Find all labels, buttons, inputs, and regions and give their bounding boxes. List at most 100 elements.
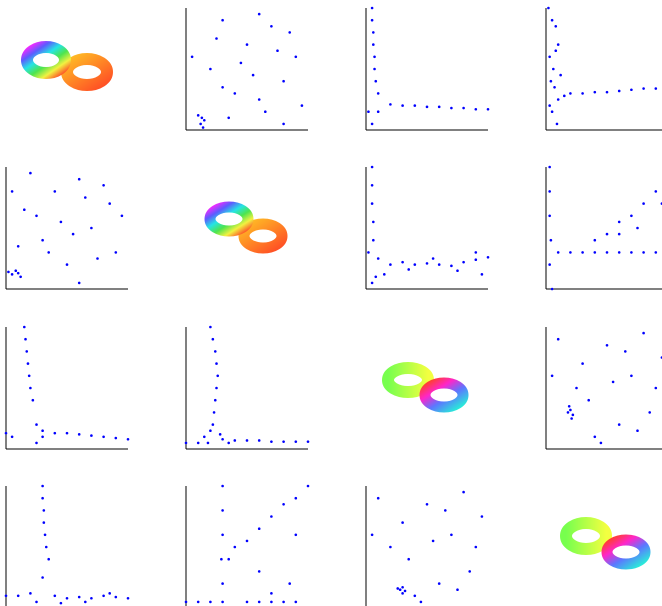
point (29, 592, 32, 595)
point (215, 362, 218, 365)
point (377, 497, 380, 500)
point (246, 439, 249, 442)
point (234, 439, 237, 442)
point (373, 56, 376, 59)
point (295, 440, 298, 443)
point (606, 233, 609, 236)
point (207, 442, 210, 445)
scatter-matrix (0, 0, 662, 606)
point (456, 588, 459, 591)
point (72, 233, 75, 236)
point (78, 433, 81, 436)
point (371, 184, 374, 187)
point (215, 37, 218, 40)
point (606, 344, 609, 347)
point (594, 91, 597, 94)
point (252, 74, 255, 77)
point (24, 338, 27, 341)
point (258, 570, 261, 573)
point (548, 190, 551, 193)
point (90, 434, 93, 437)
point (655, 387, 658, 390)
point (45, 546, 48, 549)
point (78, 178, 81, 181)
point (41, 485, 44, 488)
point (27, 362, 30, 365)
point (559, 74, 562, 77)
point (371, 534, 374, 537)
point (221, 534, 224, 537)
point (102, 184, 105, 187)
point (401, 261, 404, 264)
point (17, 595, 20, 598)
point (227, 558, 230, 561)
point (90, 227, 93, 230)
point (556, 123, 559, 126)
point (374, 80, 377, 83)
torus (27, 47, 107, 85)
point (17, 245, 20, 248)
point (377, 110, 380, 113)
point (288, 582, 291, 585)
point (371, 202, 374, 205)
point (432, 540, 435, 543)
point (115, 596, 118, 599)
point (548, 215, 551, 218)
point (295, 601, 298, 604)
torus (210, 207, 282, 248)
point (201, 117, 204, 120)
point (481, 515, 484, 518)
point (557, 43, 560, 46)
point (389, 263, 392, 266)
point (29, 172, 32, 175)
point (618, 251, 621, 254)
point (594, 239, 597, 242)
point (468, 570, 471, 573)
point (636, 227, 639, 230)
point (475, 258, 478, 261)
point (78, 596, 81, 599)
point (612, 381, 615, 384)
point (624, 350, 627, 353)
point (270, 515, 273, 518)
point (301, 104, 304, 107)
point (475, 546, 478, 549)
point (212, 338, 215, 341)
point (618, 221, 621, 224)
point (618, 423, 621, 426)
point (227, 442, 230, 445)
point (240, 62, 243, 65)
point (5, 432, 8, 435)
point (282, 601, 285, 604)
point (66, 597, 69, 600)
point (399, 588, 402, 591)
point (185, 442, 188, 445)
point (606, 91, 609, 94)
point (270, 440, 273, 443)
point (550, 80, 553, 83)
point (372, 31, 375, 34)
torus (566, 523, 645, 564)
point (456, 269, 459, 272)
point (389, 103, 392, 106)
point (594, 251, 597, 254)
point (258, 13, 261, 16)
point (642, 332, 645, 335)
point (84, 601, 87, 604)
point (567, 411, 570, 414)
point (553, 86, 556, 89)
point (54, 595, 57, 598)
point (569, 251, 572, 254)
point (426, 503, 429, 506)
point (401, 104, 404, 107)
point (581, 92, 584, 95)
point (371, 19, 374, 22)
point (551, 110, 554, 113)
point (47, 558, 50, 561)
point (572, 414, 575, 417)
point (606, 251, 609, 254)
point (487, 256, 490, 259)
point (630, 88, 633, 91)
point (214, 399, 217, 402)
point (54, 190, 57, 193)
